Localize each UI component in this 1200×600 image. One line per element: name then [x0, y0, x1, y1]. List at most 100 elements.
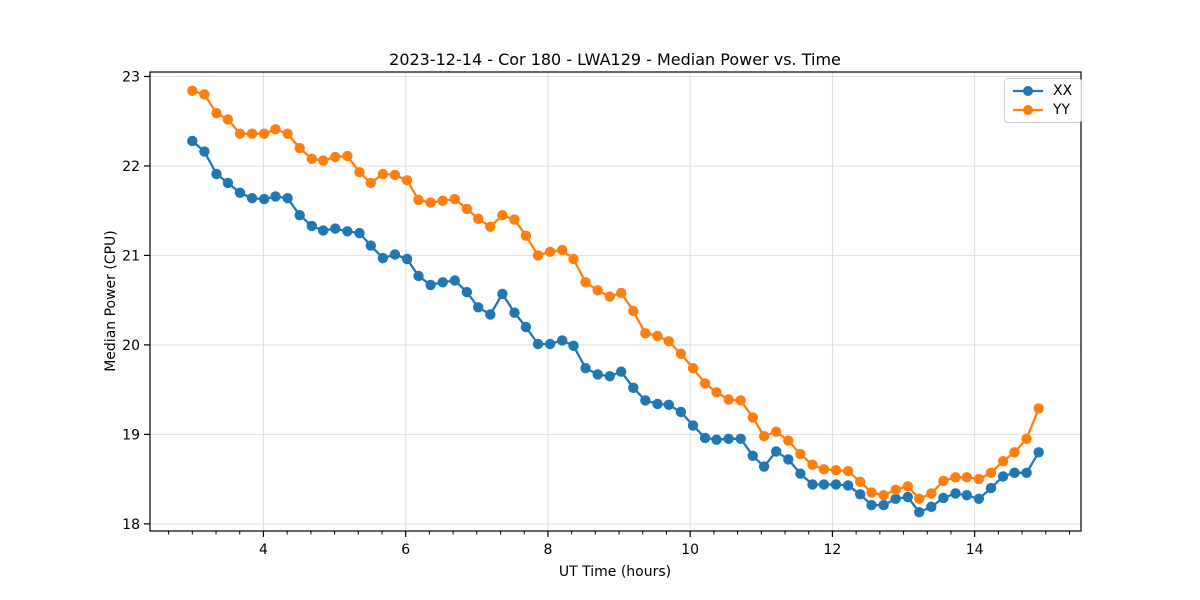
series-XX-marker	[557, 335, 568, 346]
series-XX-marker	[747, 450, 758, 461]
series-XX-marker	[497, 288, 508, 300]
series-XX-marker	[306, 220, 317, 232]
series-YY-marker	[866, 487, 877, 498]
series-XX-marker	[902, 491, 913, 503]
legend: XX YY	[1004, 78, 1083, 123]
series-XX-marker	[520, 321, 532, 333]
series-XX-marker	[938, 492, 949, 504]
series-XX-marker	[222, 177, 234, 189]
series-YY-marker	[187, 85, 198, 97]
series-YY-marker	[1009, 447, 1020, 458]
series-XX-marker	[818, 479, 830, 490]
series-YY-marker	[437, 195, 448, 206]
series-YY-marker	[711, 387, 722, 398]
series-YY-marker	[270, 124, 281, 135]
y-tick-label: 22	[122, 159, 140, 175]
series-YY-marker	[771, 426, 782, 437]
series-XX-marker	[723, 433, 734, 444]
series-YY-marker	[377, 168, 389, 180]
y-tick-label: 19	[122, 427, 140, 443]
series-YY-marker	[557, 244, 568, 256]
series-XX-marker	[950, 488, 961, 499]
series-XX-marker	[259, 193, 270, 205]
series-XX-marker	[437, 277, 448, 288]
series-YY-marker	[699, 378, 711, 389]
series-YY-marker	[485, 221, 496, 232]
series-YY-line	[191, 89, 1040, 500]
series-XX-marker	[855, 489, 866, 500]
series-XX-marker	[270, 191, 281, 202]
series-XX-marker	[246, 193, 258, 204]
series-YY-marker	[401, 175, 413, 186]
series-YY-marker	[259, 128, 270, 139]
y-tick-label: 18	[122, 517, 140, 533]
series-YY-marker	[687, 363, 699, 374]
legend-label-YY: YY	[1053, 102, 1071, 118]
series-XX-marker	[675, 406, 687, 418]
series-XX-marker	[914, 507, 925, 518]
series-XX-marker	[377, 252, 389, 264]
series-XX-marker	[568, 340, 579, 351]
series-XX-marker	[365, 240, 376, 251]
series-XX-marker	[997, 471, 1009, 482]
series-XX-marker	[687, 420, 699, 431]
series-YY-marker	[961, 472, 972, 483]
x-tick-label: 8	[543, 542, 552, 558]
series-YY-marker	[735, 395, 746, 406]
series-YY-marker	[878, 490, 889, 501]
series-XX-marker	[234, 187, 246, 198]
series-YY-marker	[282, 128, 293, 139]
series-YY-marker	[294, 142, 305, 154]
series-XX-marker	[389, 249, 401, 260]
legend-entry-XX: XX	[1012, 83, 1072, 99]
series-YY-marker	[604, 291, 615, 302]
series-YY-marker	[950, 472, 961, 483]
series-XX-marker	[318, 225, 329, 236]
series-XX-marker	[711, 434, 722, 445]
chart-title: 2023-12-14 - Cor 180 - LWA129 - Median P…	[389, 50, 841, 69]
series-YY-marker	[520, 230, 532, 241]
series-XX-marker	[187, 135, 198, 147]
series-XX-marker	[652, 398, 663, 410]
y-tick-label: 23	[122, 69, 140, 85]
series-XX-marker	[616, 366, 627, 377]
series-YY-marker	[997, 456, 1009, 467]
series-YY-marker	[365, 177, 376, 189]
series-XX-marker	[1009, 467, 1020, 478]
series-YY-marker	[497, 210, 508, 221]
series-XX-marker	[735, 433, 746, 444]
series-YY-marker	[211, 108, 222, 119]
series-YY-marker	[758, 431, 770, 442]
series-YY-marker	[544, 246, 556, 257]
series-YY-marker	[640, 328, 651, 339]
series-XX-marker	[401, 253, 413, 265]
series-YY-marker	[807, 459, 818, 470]
series-XX-marker	[330, 223, 341, 234]
series-XX-marker	[449, 275, 460, 286]
series-XX-marker	[628, 382, 639, 393]
x-tick-label: 4	[259, 542, 268, 558]
series-XX-marker	[342, 226, 353, 237]
series-YY-marker	[199, 89, 210, 100]
series-YY-marker	[234, 128, 246, 139]
series-YY-marker	[747, 412, 758, 423]
series-YY-marker	[222, 114, 234, 125]
series-XX-marker	[592, 369, 603, 380]
series-YY-marker	[461, 203, 473, 215]
series-YY-marker	[1021, 433, 1032, 444]
series-YY-marker	[723, 394, 734, 405]
series-XX-marker	[354, 227, 365, 239]
series-XX-marker	[866, 499, 877, 511]
series-YY-marker	[628, 305, 639, 317]
series-YY-marker	[318, 155, 329, 166]
series-YY-marker	[663, 336, 674, 347]
series-YY-marker	[580, 277, 591, 288]
series-XX-marker	[1033, 447, 1044, 458]
series-YY-marker	[652, 330, 663, 342]
series-XX-marker	[783, 454, 794, 465]
series-XX-marker	[211, 168, 222, 180]
series-XX-marker	[878, 499, 889, 511]
series-XX-marker	[926, 501, 937, 512]
series-XX-marker	[771, 446, 782, 457]
